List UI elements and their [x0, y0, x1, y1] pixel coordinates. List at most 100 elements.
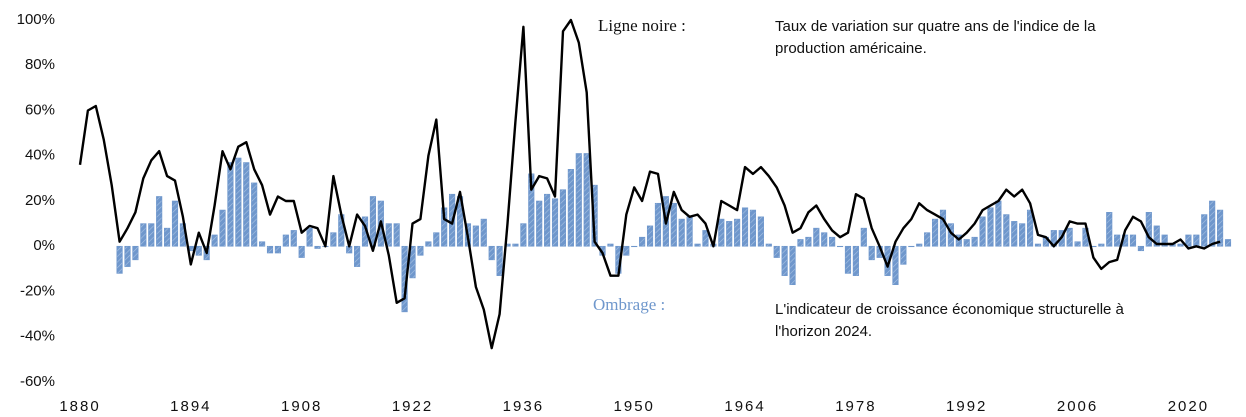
bar — [623, 245, 630, 256]
bar — [631, 245, 638, 248]
bar — [235, 157, 242, 247]
bar — [1106, 212, 1113, 247]
bar — [694, 243, 701, 247]
bar — [148, 223, 155, 247]
x-tick-label: 1964 — [724, 398, 765, 415]
bar — [1201, 214, 1208, 247]
bar — [227, 162, 234, 247]
bar — [741, 207, 749, 247]
bar — [425, 241, 432, 247]
bar — [678, 218, 685, 247]
bar — [551, 198, 559, 247]
bar — [259, 241, 266, 247]
bar — [852, 245, 859, 276]
bar — [829, 236, 836, 247]
bar — [393, 223, 400, 247]
bar — [433, 232, 440, 247]
bar — [718, 218, 725, 247]
bar — [140, 223, 147, 247]
bar — [821, 232, 828, 247]
bar — [219, 209, 226, 247]
bar — [1185, 234, 1192, 247]
bar — [646, 225, 654, 247]
bar — [1224, 239, 1232, 247]
annotation-text: Taux de variation sur quatre ans de l'in… — [775, 18, 1096, 35]
bar — [1034, 243, 1042, 247]
bar — [757, 216, 764, 247]
bar — [591, 184, 598, 247]
bar — [971, 236, 978, 247]
bar — [536, 200, 543, 247]
bar — [805, 236, 812, 247]
bar — [164, 227, 171, 247]
x-tick-label: 1922 — [392, 398, 433, 415]
bar — [266, 245, 274, 254]
bar — [1193, 234, 1200, 247]
y-tick-label: 20% — [25, 192, 55, 209]
bar — [931, 218, 939, 247]
bar — [354, 245, 361, 267]
bar — [670, 202, 677, 247]
bar — [1003, 214, 1010, 247]
annotation-title: Ombrage : — [593, 295, 665, 314]
bar — [251, 182, 258, 247]
bar — [654, 202, 662, 247]
y-tick-label: 40% — [25, 147, 55, 164]
bar — [1153, 225, 1160, 247]
bar — [979, 216, 986, 247]
bar — [1019, 223, 1026, 247]
bar — [987, 207, 994, 247]
bar — [789, 245, 796, 286]
y-tick-label: -40% — [20, 328, 55, 345]
bar — [892, 245, 899, 286]
x-tick-label: 1908 — [281, 398, 322, 415]
bar — [282, 234, 289, 247]
bar — [607, 243, 614, 247]
bar — [274, 245, 282, 254]
bar — [559, 189, 567, 247]
annotation-text: L'indicateur de croissance économique st… — [775, 301, 1125, 318]
bar — [211, 234, 218, 247]
bar — [916, 243, 923, 247]
bar — [124, 245, 131, 267]
annotation-title: Ligne noire : — [598, 16, 686, 35]
bar — [844, 245, 852, 274]
bar — [773, 245, 780, 258]
bar — [686, 216, 693, 247]
bar — [583, 153, 590, 247]
bar — [520, 223, 527, 247]
bar — [1011, 221, 1018, 247]
bar — [1129, 234, 1137, 247]
bar — [1217, 209, 1224, 247]
bar — [480, 218, 487, 247]
bar — [765, 243, 772, 247]
bar — [488, 245, 495, 261]
bar — [298, 245, 305, 258]
bar — [924, 232, 931, 247]
bar — [868, 245, 875, 261]
bar — [575, 153, 582, 247]
bar — [1074, 241, 1081, 247]
y-tick-label: 0% — [33, 237, 55, 254]
bar — [1137, 245, 1144, 252]
bar — [1145, 212, 1152, 247]
bar — [314, 245, 321, 249]
bar — [702, 230, 709, 247]
bar — [132, 245, 139, 261]
x-tick-label: 1992 — [946, 398, 987, 415]
bar — [496, 245, 503, 276]
bar — [781, 245, 788, 276]
bar — [1114, 234, 1121, 247]
bar — [243, 162, 250, 247]
bar — [369, 196, 377, 247]
bar — [749, 209, 757, 247]
bar — [900, 245, 907, 265]
bar — [939, 209, 947, 247]
bar — [908, 245, 915, 248]
bar — [1177, 243, 1184, 247]
x-tick-label: 2020 — [1168, 398, 1209, 415]
annotation-text: production américaine. — [775, 40, 927, 57]
x-tick-label: 1950 — [614, 398, 655, 415]
bar — [797, 239, 804, 247]
